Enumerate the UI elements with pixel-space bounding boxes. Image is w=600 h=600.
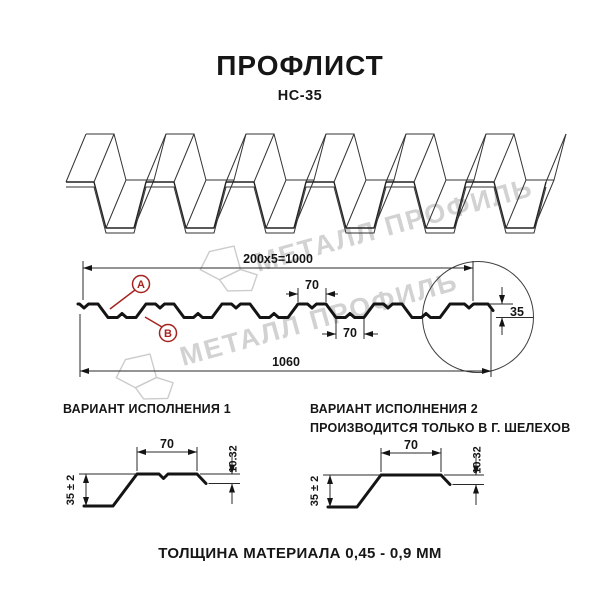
v2-dim-height-label: 35 ± 2 (309, 476, 321, 507)
v2-dim-height: 35 ± 2 (309, 474, 381, 507)
cross-section-profile (76, 302, 495, 319)
page-subtitle: НС-35 (277, 88, 323, 104)
sheet-rib-line (305, 133, 327, 183)
sheet-rib-line (145, 133, 167, 183)
dim-label-valley: 70 (343, 326, 357, 340)
watermark-logo-icon (113, 351, 176, 405)
variant-2-title: ВАРИАНТ ИСПОЛНЕНИЯ 2 (310, 402, 478, 416)
variant-1-heading: ВАРИАНТ ИСПОЛНЕНИЯ 1 (63, 400, 231, 419)
callout-b: В (144, 316, 178, 343)
sheet-rib-line (413, 133, 435, 183)
profile-3d-drawing (65, 133, 567, 234)
v1-dim-height-label: 35 ± 2 (65, 475, 77, 506)
dim-label-modules: 200x5=1000 (243, 252, 313, 266)
sheet-rib-line (333, 133, 355, 183)
material-thickness-note: ТОЛЩИНА МАТЕРИАЛА 0,45 - 0,9 ММ (158, 545, 442, 562)
sheet-rib-line (505, 179, 527, 229)
sheet-rib-line (225, 133, 247, 183)
dimension-crest-width: 70 (286, 278, 338, 302)
variant-2-subtitle: ПРОИЗВОДИТСЯ ТОЛЬКО В Г. ШЕЛЕХОВ (310, 421, 571, 435)
cross-section-drawing: 200x5=1000 70 70 1060 (76, 252, 534, 377)
v1-dim-top-width: 70 (136, 437, 198, 471)
callout-a-label: А (137, 279, 145, 291)
v2-dim-lip-label: 10.32 (472, 446, 484, 474)
variant-1-drawing: 70 10.32 35 ± 2 (65, 437, 240, 508)
sheet-rib-line (253, 133, 275, 183)
dimension-valley-width: 70 (322, 319, 378, 340)
variant-2-drawing: 70 10.32 35 ± 2 (309, 438, 484, 509)
variant-2-heading: ВАРИАНТ ИСПОЛНЕНИЯ 2 ПРОИЗВОДИТСЯ ТОЛЬКО… (310, 400, 570, 438)
dim-label-crest: 70 (305, 278, 319, 292)
v1-dim-lip-label: 10.32 (228, 445, 240, 473)
callout-a: А (109, 274, 151, 310)
sheet-rib-line (185, 179, 207, 229)
v2-dim-top-label: 70 (404, 438, 418, 452)
sheet-rib-line (265, 179, 287, 229)
sheet-rib-line (173, 133, 195, 183)
v1-dim-lip: 10.32 (200, 445, 240, 504)
dimension-overall-width: 1060 (79, 310, 492, 377)
v2-dim-lip: 10.32 (444, 446, 484, 505)
sheet-back-edge (86, 133, 567, 181)
variant-1-title: ВАРИАНТ ИСПОЛНЕНИЯ 1 (63, 402, 231, 416)
sheet-rib-line (105, 179, 127, 229)
dimension-total-modules: 200x5=1000 (82, 252, 474, 301)
v2-dim-top-width: 70 (380, 438, 442, 472)
dim-label-overall: 1060 (272, 355, 300, 369)
v1-dim-height: 35 ± 2 (65, 473, 137, 506)
sheet-rib-line (65, 133, 87, 183)
dim-label-height: 35 (510, 305, 524, 319)
callout-b-label: В (164, 328, 172, 340)
sheet-rib-line (465, 133, 487, 183)
sheet-rib-line (385, 133, 407, 183)
sheet-rib-line (425, 179, 447, 229)
sheet-rib-line (493, 133, 515, 183)
sheet-thickness-edge (66, 186, 547, 234)
sheet-rib-line (545, 133, 567, 183)
sheet-rib-line (345, 179, 367, 229)
v1-dim-top-label: 70 (160, 437, 174, 451)
sheet-rib-line (93, 133, 115, 183)
dimension-profile-height: 35 (489, 287, 533, 335)
sheet-front-edge (66, 181, 547, 229)
page-title: ПРОФЛИСТ (216, 50, 384, 81)
